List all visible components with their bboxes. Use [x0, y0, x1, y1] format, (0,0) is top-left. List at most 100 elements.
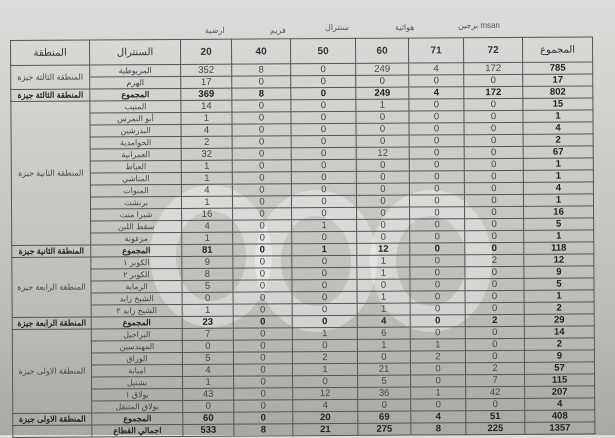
- value-cell: 1: [291, 243, 357, 256]
- region-cell: المنطقة الرابعة جيزة: [11, 257, 92, 318]
- value-cell: 0: [410, 314, 466, 328]
- value-cell: 0: [356, 207, 410, 220]
- value-cell: 0: [292, 339, 358, 352]
- value-cell: 0: [464, 194, 524, 207]
- value-cell: 0: [409, 134, 465, 148]
- exchange-name: برنشت: [90, 196, 182, 210]
- value-cell: 0: [291, 147, 357, 160]
- value-cell: 0: [465, 350, 525, 363]
- value-cell: 0: [292, 303, 358, 316]
- value-cell: 1: [356, 267, 410, 280]
- value-cell: 12: [292, 387, 358, 400]
- value-cell: 0: [232, 219, 292, 233]
- value-cell: 0: [357, 351, 411, 364]
- value-cell: 0: [233, 315, 293, 329]
- value-cell: 0: [232, 147, 292, 161]
- value-cell: 0: [408, 98, 464, 112]
- value-cell: 0: [232, 171, 292, 185]
- value-cell: 0: [233, 339, 293, 353]
- value-cell: 1: [410, 386, 466, 400]
- value-cell: 8: [231, 87, 291, 101]
- exchange-name: الوراق: [91, 352, 183, 366]
- value-cell: 0: [464, 206, 524, 219]
- value-cell: 0: [464, 182, 524, 195]
- value-cell: 16: [181, 208, 233, 221]
- exchange-name: سقط اللبن: [90, 220, 182, 234]
- value-cell: 4: [292, 399, 358, 412]
- value-cell: 0: [463, 98, 523, 111]
- region-cell: المنطقة الاولى جيزة: [12, 413, 92, 426]
- value-cell: 0: [356, 159, 410, 172]
- value-cell: 2: [410, 350, 466, 364]
- row-total-cell: 207: [524, 385, 595, 399]
- value-cell: 20: [292, 411, 358, 424]
- value-cell: 17: [180, 76, 232, 89]
- label-frame: فريم: [270, 26, 286, 35]
- exchange-name: الحوامدية: [90, 136, 182, 150]
- value-cell: 5: [357, 375, 411, 388]
- row-total-cell: 1: [523, 193, 594, 207]
- row-total-cell: 1357: [524, 421, 595, 435]
- value-cell: 1: [181, 160, 233, 173]
- value-cell: 0: [233, 351, 293, 365]
- header-row: المنطقة السنترال 20 40 50 60 71 72 المجم…: [10, 36, 593, 66]
- value-cell: 0: [357, 399, 411, 412]
- value-cell: 369: [180, 88, 232, 101]
- value-cell: 0: [291, 195, 357, 208]
- value-cell: 0: [465, 326, 525, 339]
- value-cell: 4: [408, 62, 464, 76]
- value-cell: 51: [465, 410, 525, 423]
- value-cell: 0: [409, 230, 465, 244]
- value-cell: 0: [410, 326, 466, 340]
- value-cell: 5: [181, 280, 234, 293]
- exchange-name: بشتيل: [91, 376, 183, 390]
- value-cell: 0: [409, 266, 465, 280]
- value-cell: 0: [232, 159, 292, 173]
- value-cell: 0: [291, 183, 357, 196]
- header-50: 50: [290, 38, 356, 64]
- value-cell: 1: [181, 232, 233, 245]
- header-60: 60: [355, 38, 409, 64]
- value-cell: 8: [233, 423, 293, 437]
- value-cell: 0: [232, 243, 292, 257]
- value-cell: 1: [181, 172, 233, 185]
- value-cell: 1: [355, 99, 409, 112]
- row-total-cell: 4: [523, 121, 594, 135]
- value-cell: 0: [465, 398, 525, 411]
- value-cell: 0: [464, 230, 524, 243]
- value-cell: 43: [182, 388, 234, 401]
- value-cell: 0: [291, 255, 357, 268]
- value-cell: 4: [408, 86, 464, 100]
- region-cell: المنطقة الاولى جيزة: [12, 329, 92, 414]
- value-cell: 0: [231, 99, 291, 113]
- value-cell: 0: [410, 290, 466, 304]
- value-cell: 4: [181, 184, 233, 197]
- column-group-labels: ارضية فريم سنترال هوائية برجين msan: [0, 21, 615, 38]
- value-cell: 0: [292, 375, 358, 388]
- value-cell: 0: [464, 122, 524, 135]
- value-cell: 0: [355, 75, 409, 88]
- value-cell: 4: [357, 315, 411, 328]
- value-cell: 0: [233, 387, 293, 401]
- exchange-name: المجموع: [91, 316, 183, 330]
- row-total-cell: 29: [524, 313, 595, 327]
- label-msan: برجين msan: [458, 21, 500, 30]
- value-cell: 1: [357, 339, 411, 352]
- exchange-name: امبابة: [91, 364, 183, 378]
- exchange-name: المريوطية: [89, 64, 181, 78]
- value-cell: 60: [182, 412, 234, 425]
- value-cell: 0: [409, 122, 465, 136]
- value-cell: 0: [232, 135, 292, 149]
- value-cell: 23: [182, 316, 234, 329]
- value-cell: 0: [464, 158, 524, 171]
- row-total-cell: 1: [522, 109, 594, 123]
- value-cell: 0: [232, 231, 292, 245]
- value-cell: 0: [233, 327, 293, 341]
- value-cell: 0: [291, 279, 358, 292]
- value-cell: 2: [292, 351, 358, 364]
- value-cell: 0: [409, 182, 465, 196]
- row-total-cell: 4: [523, 181, 594, 195]
- value-cell: 0: [292, 291, 358, 304]
- value-cell: 14: [180, 100, 232, 113]
- value-cell: 1: [292, 327, 358, 340]
